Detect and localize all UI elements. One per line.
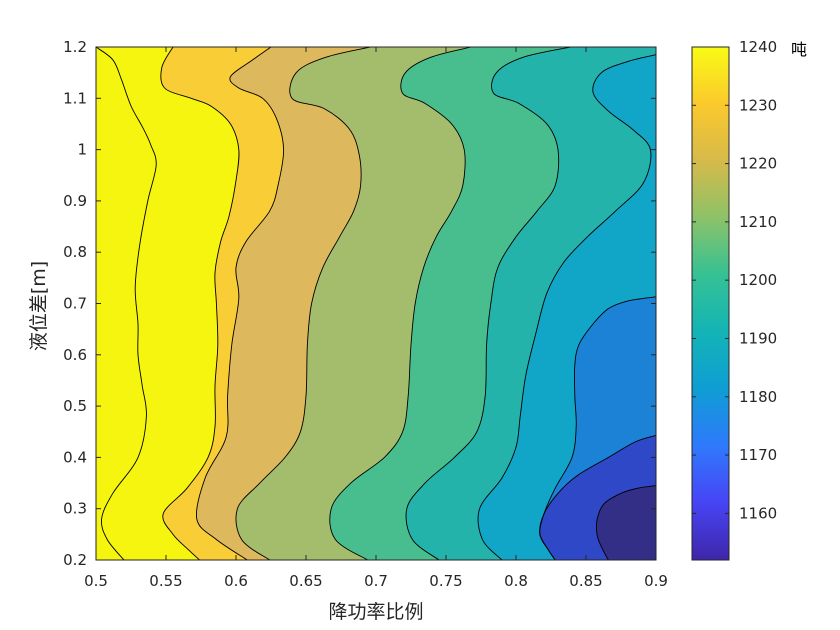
x-tick-label: 0.8 (504, 572, 528, 590)
colorbar-ticks: 1160 1170 1180 1190 1200 1210 1220 1230 1240 (692, 38, 777, 522)
contour-line (405, 47, 571, 560)
y-axis-ticks: 0.2 0.3 0.4 0.5 0.6 0.7 0.8 0.9 1 1.1 1.2 (63, 38, 656, 569)
y-tick-label: 0.4 (63, 448, 87, 466)
y-tick-label: 1 (77, 141, 87, 159)
y-axis-label: 液位差[m] (28, 261, 50, 351)
contour-line (195, 47, 285, 560)
colorbar-tick-label: 1210 (739, 213, 777, 231)
y-tick-label: 1.1 (63, 89, 87, 107)
colorbar-tick-label: 1220 (739, 155, 777, 173)
x-tick-label: 0.9 (644, 572, 668, 590)
x-tick-label: 0.6 (224, 572, 248, 590)
x-tick-label: 0.55 (149, 572, 182, 590)
contour-lines (96, 47, 656, 560)
contour-line (595, 485, 656, 560)
y-tick-label: 0.7 (63, 295, 87, 313)
y-tick-label: 0.3 (63, 500, 87, 518)
y-tick-label: 0.5 (63, 397, 87, 415)
contour-line (160, 47, 240, 560)
colorbar-tick-label: 1230 (739, 96, 777, 114)
x-tick-label: 0.75 (429, 572, 462, 590)
y-tick-label: 0.9 (63, 192, 87, 210)
colorbar-tick-label: 1240 (739, 38, 777, 56)
colorbar-tick-label: 1160 (739, 504, 777, 522)
y-tick-label: 1.2 (63, 38, 87, 56)
x-axis-label: 降功率比例 (328, 601, 423, 623)
colorbar-tick-label: 1190 (739, 329, 777, 347)
contour-line (539, 434, 656, 560)
colorbar (691, 46, 730, 561)
contour-region (596, 485, 656, 560)
x-tick-label: 0.7 (364, 572, 388, 590)
x-tick-label: 0.5 (84, 572, 108, 590)
contour-line (477, 54, 656, 560)
colorbar-tick-label: 1180 (739, 388, 777, 406)
y-tick-label: 0.8 (63, 243, 87, 261)
colorbar-tick-label: 1170 (739, 446, 777, 464)
y-tick-label: 0.6 (63, 346, 87, 364)
contour-fill-regions (96, 47, 656, 560)
colorbar-unit: 吨 (791, 40, 807, 59)
contour-line (235, 47, 371, 560)
x-tick-label: 0.65 (289, 572, 322, 590)
x-tick-label: 0.85 (569, 572, 602, 590)
contour-line (96, 47, 157, 560)
x-axis-ticks: 0.5 0.55 0.6 0.65 0.7 0.75 0.8 0.85 0.9 (84, 47, 668, 590)
contour-line (329, 47, 472, 560)
y-tick-label: 0.2 (63, 551, 87, 569)
colorbar-tick-label: 1200 (739, 271, 777, 289)
